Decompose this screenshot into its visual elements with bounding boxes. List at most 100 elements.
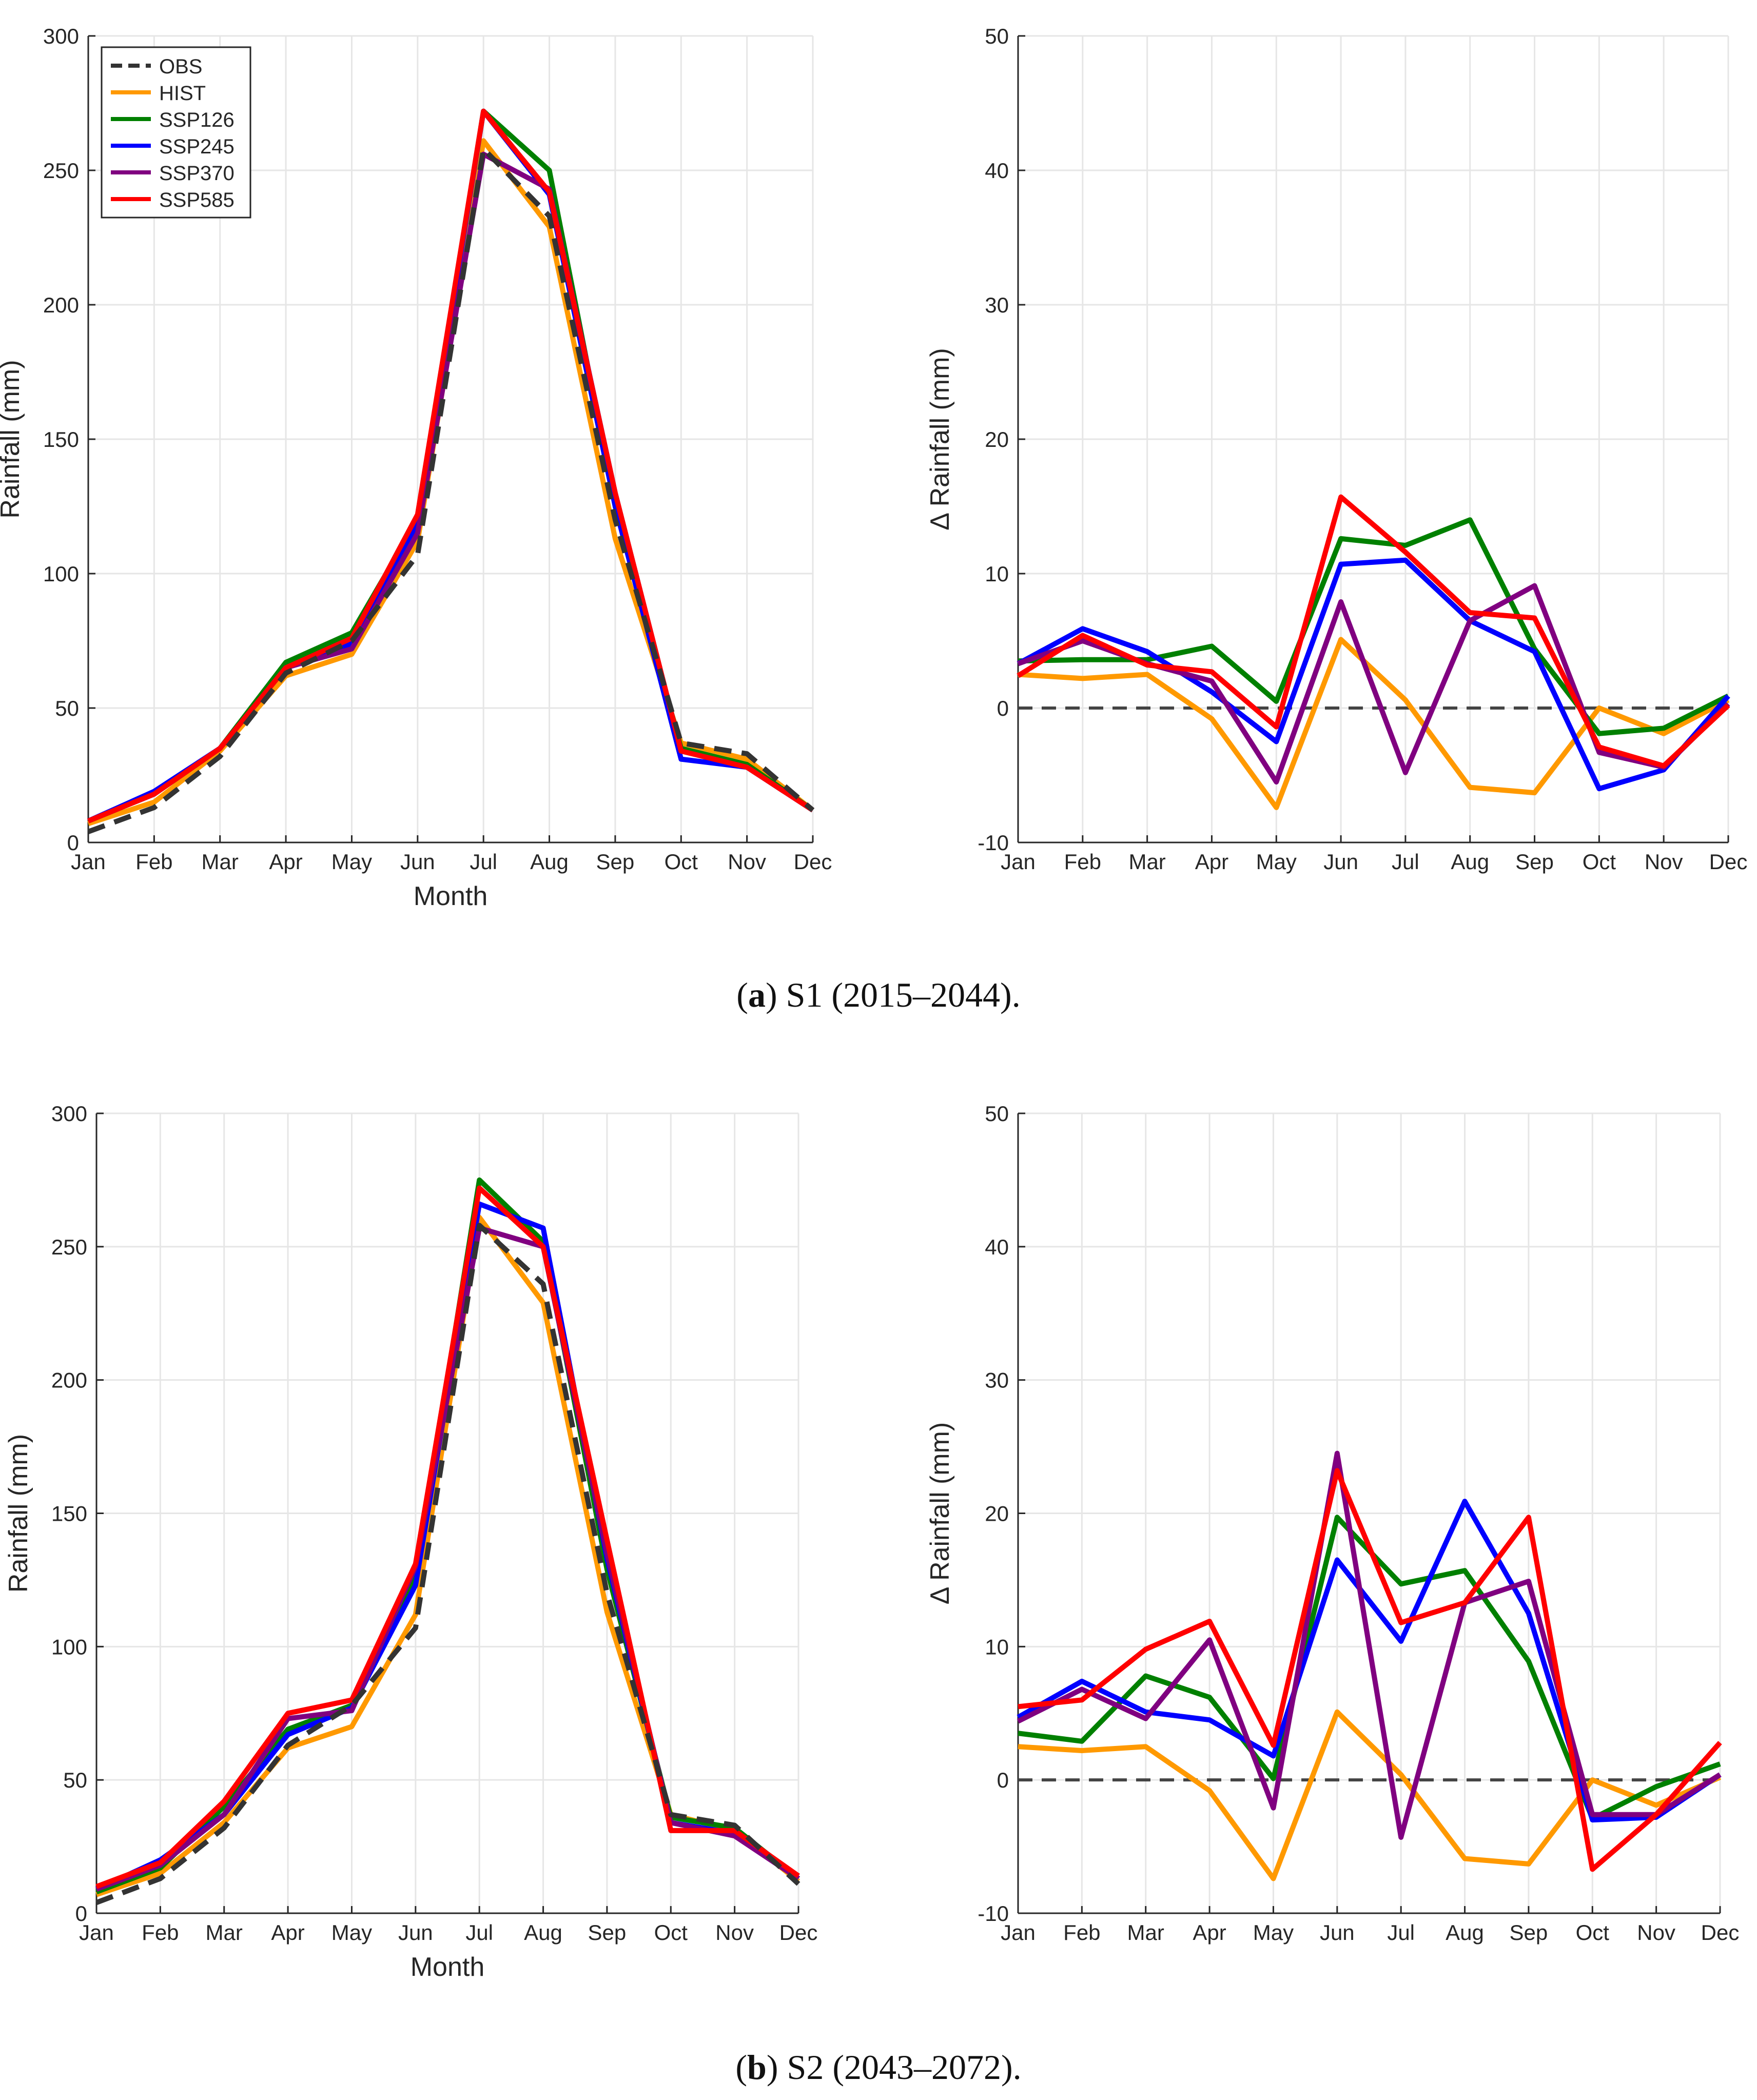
legend: OBS HIST SSP126 SSP245 SSP370 SSP585 bbox=[101, 46, 251, 219]
y-tick-label: 50 bbox=[985, 24, 1009, 48]
chart-a-left-panel: 0 50 100 150 200 250 300 Jan Feb Mar Apr May Jun Jul A… bbox=[0, 24, 832, 911]
y-axis-title: Δ Rainfall (mm) bbox=[925, 1422, 955, 1604]
series-line-ssp585 bbox=[1017, 494, 1730, 769]
x-tick-label: Sep bbox=[1515, 850, 1554, 874]
y-tick-label: 200 bbox=[51, 1368, 87, 1392]
y-axis-title: Rainfall (mm) bbox=[0, 360, 25, 518]
x-tick-label: Aug bbox=[530, 850, 569, 874]
series-line-obs bbox=[95, 1223, 801, 1905]
y-tick-label: 100 bbox=[51, 1635, 87, 1659]
y-tick-label: 10 bbox=[985, 562, 1009, 586]
y-tick-label: 50 bbox=[63, 1768, 87, 1792]
y-tick-label: 0 bbox=[75, 1901, 87, 1926]
chart-a-right-panel: -10 0 10 20 30 40 50 Jan Feb Mar Apr May Jun Jul Aug Se… bbox=[925, 24, 1747, 874]
x-tick-label: Apr bbox=[271, 1920, 304, 1945]
x-tick-label: Mar bbox=[202, 850, 239, 874]
x-tick-label: Jan bbox=[79, 1920, 114, 1945]
x-tick-label: Jun bbox=[400, 850, 435, 874]
x-tick-label: Nov bbox=[1637, 1920, 1675, 1945]
y-tick-label: 50 bbox=[985, 1102, 1009, 1126]
y-tick-label: 30 bbox=[985, 1368, 1009, 1392]
x-axis-title: Month bbox=[414, 881, 488, 911]
x-tick-label: Oct bbox=[1576, 1920, 1610, 1945]
x-tick-label: Jun bbox=[1323, 850, 1358, 874]
y-tick-label: 40 bbox=[985, 159, 1009, 183]
y-tick-label: 150 bbox=[51, 1502, 87, 1526]
caption-b-label: b bbox=[747, 2048, 767, 2087]
x-tick-label: Mar bbox=[1127, 1920, 1164, 1945]
caption-b: (b) S2 (2043–2072). bbox=[735, 2048, 1022, 2087]
x-tick-label: Feb bbox=[1063, 1920, 1100, 1945]
y-tick-label: 10 bbox=[985, 1635, 1009, 1659]
x-tick-label: Apr bbox=[1193, 1920, 1226, 1945]
x-tick-label: Dec bbox=[1701, 1920, 1740, 1945]
y-tick-label: 30 bbox=[985, 293, 1009, 317]
series-line-ssp245 bbox=[1017, 1499, 1722, 1823]
x-tick-label: Oct bbox=[1583, 850, 1616, 874]
x-tick-label: Aug bbox=[1446, 1920, 1484, 1945]
legend-label-hist: HIST bbox=[159, 82, 206, 105]
chart-b-right-panel: -10 0 10 20 30 40 50 Jan Feb Mar Apr May Jun Jul Aug Se… bbox=[925, 1102, 1739, 1945]
y-axis-title: Δ Rainfall (mm) bbox=[925, 348, 955, 530]
x-tick-label: Dec bbox=[1709, 850, 1748, 874]
series-line-hist bbox=[1018, 637, 1730, 810]
x-tick-label: Nov bbox=[1645, 850, 1683, 874]
x-tick-label: Dec bbox=[794, 850, 832, 874]
y-tick-label: 0 bbox=[997, 696, 1009, 720]
y-tick-label: -10 bbox=[978, 831, 1009, 855]
series-line-obs bbox=[87, 146, 815, 834]
x-tick-label: Nov bbox=[728, 850, 766, 874]
y-tick-label: 40 bbox=[985, 1235, 1009, 1259]
x-tick-label: Aug bbox=[1451, 850, 1489, 874]
x-tick-label: Jul bbox=[1387, 1920, 1415, 1945]
series-line-ssp370 bbox=[1017, 1450, 1722, 1840]
x-tick-label: Jan bbox=[71, 850, 106, 874]
x-tick-label: Feb bbox=[142, 1920, 179, 1945]
legend-box bbox=[101, 46, 251, 219]
x-tick-label: May bbox=[1256, 850, 1297, 874]
x-tick-label: Jan bbox=[1001, 1920, 1036, 1945]
series-line-hist bbox=[1018, 1709, 1722, 1881]
series-line-ssp585 bbox=[95, 1185, 800, 1889]
y-tick-label: 250 bbox=[43, 159, 79, 183]
y-axis-title: Rainfall (mm) bbox=[4, 1434, 33, 1593]
caption-a-text: S1 (2015–2044). bbox=[777, 975, 1021, 1014]
x-tick-label: Nov bbox=[715, 1920, 754, 1945]
x-tick-label: Oct bbox=[654, 1920, 688, 1945]
series-line-ssp245 bbox=[1017, 557, 1730, 792]
x-tick-label: Feb bbox=[135, 850, 172, 874]
chart-b-left-panel: 0 50 100 150 200 250 300 Jan Feb Mar Apr May Jun Jul A… bbox=[4, 1102, 817, 1982]
x-tick-label: Feb bbox=[1064, 850, 1101, 874]
x-tick-label: Sep bbox=[588, 1920, 627, 1945]
y-tick-label: 0 bbox=[997, 1768, 1009, 1792]
y-tick-label: 200 bbox=[43, 293, 79, 317]
x-tick-label: Jul bbox=[465, 1920, 493, 1945]
x-tick-label: Apr bbox=[1195, 850, 1228, 874]
caption-a: (a) S1 (2015–2044). bbox=[736, 975, 1021, 1014]
caption-a-label: a bbox=[748, 975, 766, 1014]
x-tick-label: Aug bbox=[524, 1920, 562, 1945]
x-tick-label: Mar bbox=[1128, 850, 1165, 874]
x-axis-title: Month bbox=[411, 1952, 485, 1982]
series-line-ssp585 bbox=[87, 108, 814, 823]
x-tick-label: Jun bbox=[1320, 1920, 1355, 1945]
legend-label-ssp370: SSP370 bbox=[159, 162, 235, 185]
x-tick-label: Jun bbox=[398, 1920, 433, 1945]
x-tick-label: Jul bbox=[470, 850, 497, 874]
legend-label-ssp585: SSP585 bbox=[159, 189, 235, 211]
series-line-ssp370 bbox=[95, 1225, 800, 1892]
x-tick-label: Oct bbox=[665, 850, 698, 874]
x-tick-label: Mar bbox=[206, 1920, 243, 1945]
caption-b-text: S2 (2043–2072). bbox=[778, 2048, 1022, 2087]
y-tick-label: 300 bbox=[51, 1102, 87, 1126]
x-tick-label: Dec bbox=[779, 1920, 818, 1945]
y-tick-label: 100 bbox=[43, 562, 79, 586]
x-tick-label: Apr bbox=[269, 850, 302, 874]
y-tick-label: 20 bbox=[985, 427, 1009, 452]
y-tick-label: 20 bbox=[985, 1502, 1009, 1526]
y-tick-label: 300 bbox=[43, 24, 79, 48]
x-tick-label: May bbox=[331, 1920, 372, 1945]
y-tick-label: 50 bbox=[55, 696, 79, 720]
series-line-ssp585 bbox=[1018, 1468, 1722, 1872]
